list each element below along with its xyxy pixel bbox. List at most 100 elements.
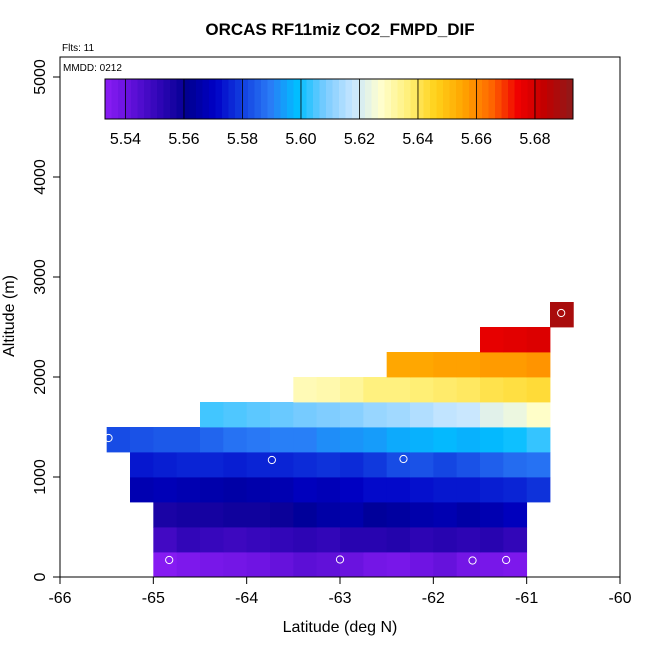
colorbar-segment [144, 79, 151, 119]
colorbar-tick-label: 5.64 [402, 131, 433, 148]
heatmap-cell [270, 477, 294, 503]
y-axis-label: Altitude (m) [1, 275, 18, 357]
colorbar-segment [228, 79, 236, 119]
x-tick-label: -61 [515, 590, 538, 607]
heatmap-cell [480, 552, 504, 578]
sample-point [399, 454, 408, 464]
heatmap-cell [340, 452, 364, 478]
colorbar-tick-label: 5.62 [344, 131, 375, 148]
colorbar-segment [287, 79, 294, 119]
heatmap-cell [363, 552, 388, 578]
heatmap-cell [456, 402, 481, 428]
colorbar-segment [495, 79, 502, 119]
heatmap-cell [246, 402, 271, 428]
heatmap-cell [526, 402, 551, 428]
heatmap-cell [433, 502, 458, 528]
heatmap-cell [270, 452, 294, 478]
heatmap-cell [456, 452, 481, 478]
heatmap-cell [130, 427, 154, 453]
x-tick-label: -63 [328, 590, 351, 607]
colorbar-segment [443, 79, 450, 119]
colorbar-segment [248, 79, 255, 119]
x-tick-label: -62 [422, 590, 445, 607]
heatmap-cell [363, 427, 388, 453]
heatmap-cell [130, 477, 154, 503]
heatmap-cell [176, 427, 201, 453]
heatmap-cell [316, 402, 341, 428]
colorbar-segment [176, 79, 184, 119]
heatmap-cell [456, 477, 481, 503]
heatmap-cell [526, 352, 551, 378]
colorbar-segment [235, 79, 242, 119]
heatmap-cell [246, 552, 271, 578]
heatmap-cell [386, 377, 411, 403]
colorbar-segment [183, 79, 190, 119]
colorbar-tick-label: 5.66 [461, 131, 492, 148]
colorbar-segment [352, 79, 359, 119]
colorbar-segment [118, 79, 125, 119]
colorbar-segment [332, 79, 340, 119]
heatmap-cell [526, 377, 551, 403]
colorbar-segment [170, 79, 177, 119]
heatmap-cell [386, 477, 411, 503]
colorbar-segment [488, 79, 496, 119]
heatmap-cell [456, 552, 481, 578]
colorbar-segment [365, 79, 372, 119]
heatmap-cell [270, 402, 294, 428]
colorbar-segment [560, 79, 567, 119]
heatmap-cell [503, 377, 528, 403]
colorbar-segment [397, 79, 405, 119]
heatmap-cell [246, 452, 271, 478]
heatmap-cell [456, 527, 481, 553]
heatmap-cell [410, 452, 434, 478]
colorbar-segment [514, 79, 522, 119]
heatmap-cell [340, 552, 364, 578]
heatmap-cell [223, 402, 248, 428]
heatmap-cell [176, 452, 201, 478]
heatmap-cell [316, 427, 341, 453]
y-tick-label: 4000 [32, 159, 49, 195]
colorbar-tick-label: 5.54 [110, 131, 141, 148]
heatmap-cell [200, 427, 224, 453]
heatmap-cell [176, 552, 201, 578]
colorbar-segment [306, 79, 314, 119]
heatmap-cell [363, 477, 388, 503]
heatmap-cell [456, 377, 481, 403]
y-tick-label: 3000 [32, 259, 49, 295]
heatmap-cell [433, 527, 458, 553]
colorbar-tick-label: 5.60 [285, 131, 316, 148]
heatmap-cell [503, 452, 528, 478]
flights-annotation: Flts: 11 [62, 43, 94, 54]
heatmap-cell [363, 452, 388, 478]
heatmap-cell [386, 552, 411, 578]
colorbar-segment [371, 79, 379, 119]
heatmap-cell [200, 452, 224, 478]
heatmap-cell [480, 477, 504, 503]
heatmap-cell [153, 477, 178, 503]
heatmap-cell [480, 352, 504, 378]
heatmap-cell [526, 327, 551, 353]
colorbar-segment [209, 79, 216, 119]
colorbar-segment [274, 79, 281, 119]
colorbar-segment [254, 79, 262, 119]
y-tick-label: 0 [32, 572, 49, 581]
colorbar-segment [105, 79, 112, 119]
heatmap-cell [433, 452, 458, 478]
heatmap-cell [480, 502, 504, 528]
colorbar-tick-label: 5.56 [168, 131, 199, 148]
heatmap-cell [340, 477, 364, 503]
heatmap-cell [153, 427, 178, 453]
heatmap-cell [200, 402, 224, 428]
colorbar-segment [319, 79, 327, 119]
heatmap-cell [223, 527, 248, 553]
heatmap-cell [200, 552, 224, 578]
x-tick-label: -66 [48, 590, 71, 607]
heatmap-cell [316, 552, 341, 578]
heatmap-cell [480, 527, 504, 553]
colorbar-segment [423, 79, 431, 119]
heatmap-cell [503, 402, 528, 428]
heatmap-cell [550, 302, 574, 328]
colorbar-segment [345, 79, 353, 119]
sample-point [335, 555, 345, 564]
colorbar-segment [508, 79, 515, 119]
